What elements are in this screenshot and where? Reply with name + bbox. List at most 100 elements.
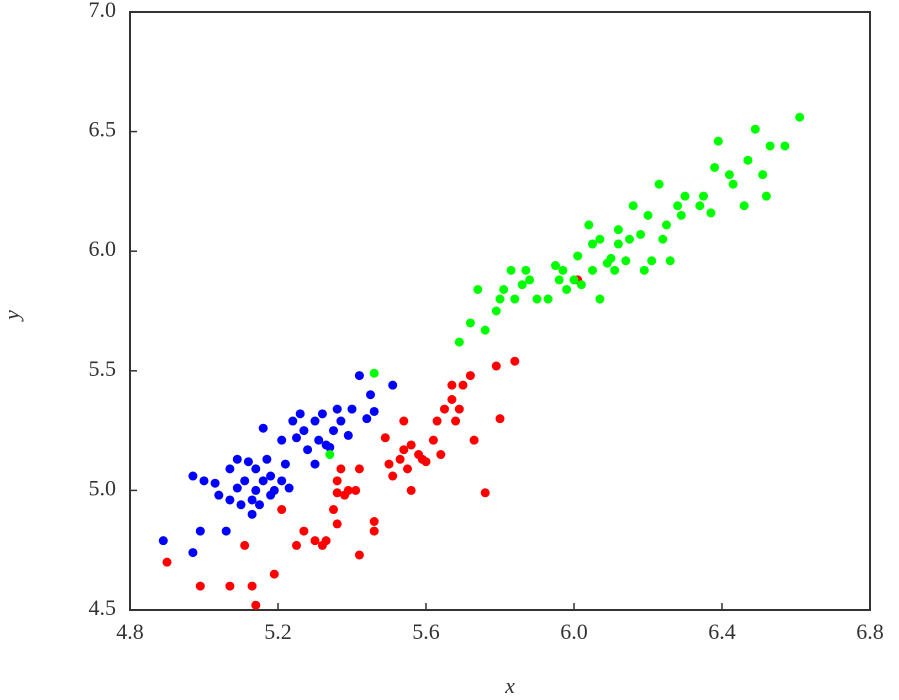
x-tick-label: 6.4 xyxy=(708,619,736,644)
point xyxy=(636,229,646,239)
x-tick-label: 6.8 xyxy=(856,619,884,644)
point xyxy=(369,526,379,536)
y-tick-label: 6.5 xyxy=(89,117,117,142)
point xyxy=(195,581,205,591)
point xyxy=(739,201,749,211)
point xyxy=(743,155,753,165)
point xyxy=(295,409,305,419)
point xyxy=(332,404,342,414)
point xyxy=(188,471,198,481)
x-tick-label: 5.2 xyxy=(264,619,292,644)
point xyxy=(621,256,631,266)
y-tick-label: 4.5 xyxy=(89,595,117,620)
point xyxy=(647,256,657,266)
point xyxy=(258,423,268,433)
point xyxy=(447,380,457,390)
point xyxy=(491,306,501,316)
point xyxy=(491,361,501,371)
point xyxy=(284,483,294,493)
y-tick-label: 5.5 xyxy=(89,356,117,381)
point xyxy=(225,581,235,591)
point xyxy=(310,459,320,469)
y-tick-label: 7.0 xyxy=(89,0,117,22)
point xyxy=(280,459,290,469)
point xyxy=(310,416,320,426)
point xyxy=(588,265,597,275)
point xyxy=(380,433,390,443)
point xyxy=(240,476,250,486)
point xyxy=(277,505,287,515)
y-axis-title: y xyxy=(0,310,24,322)
point xyxy=(343,430,353,440)
point xyxy=(347,404,357,414)
point xyxy=(551,261,560,271)
point xyxy=(354,464,364,474)
point xyxy=(362,414,372,424)
point xyxy=(665,256,675,266)
point xyxy=(421,457,431,467)
point xyxy=(654,179,664,189)
point xyxy=(255,500,264,510)
point xyxy=(643,210,653,220)
point xyxy=(232,454,242,464)
point xyxy=(310,536,320,546)
point xyxy=(406,485,416,495)
x-axis-title: x xyxy=(504,673,515,698)
point xyxy=(388,471,398,481)
point xyxy=(625,234,634,244)
point xyxy=(710,162,720,172)
point xyxy=(366,390,375,400)
point xyxy=(388,380,398,390)
point xyxy=(158,536,168,546)
x-tick-label: 4.8 xyxy=(116,619,144,644)
point xyxy=(480,325,490,335)
point xyxy=(695,201,705,211)
point xyxy=(595,294,605,304)
point xyxy=(251,600,261,610)
point xyxy=(247,581,257,591)
point xyxy=(432,416,442,426)
point xyxy=(458,380,468,390)
point xyxy=(506,265,516,275)
y-tick-label: 5.0 xyxy=(89,475,117,500)
point xyxy=(332,519,342,529)
point xyxy=(454,337,464,347)
point xyxy=(728,179,738,189)
point xyxy=(251,485,261,495)
point xyxy=(269,569,279,579)
point xyxy=(351,485,361,495)
x-tick-label: 5.6 xyxy=(412,619,440,644)
point xyxy=(369,368,379,378)
point xyxy=(399,416,409,426)
point xyxy=(277,476,287,486)
point xyxy=(584,220,594,230)
point xyxy=(369,516,379,526)
point xyxy=(495,294,505,304)
point xyxy=(288,416,298,426)
point xyxy=(676,210,686,220)
point xyxy=(225,495,235,505)
point xyxy=(247,509,257,519)
point xyxy=(232,483,242,493)
point xyxy=(699,191,708,201)
point xyxy=(403,464,412,474)
point xyxy=(606,253,616,263)
point xyxy=(780,141,790,151)
point xyxy=(332,488,342,498)
point xyxy=(188,548,198,558)
point xyxy=(299,526,309,536)
point xyxy=(554,275,564,285)
point xyxy=(558,265,568,275)
point xyxy=(299,426,309,436)
y-tick-label: 6.0 xyxy=(89,236,117,261)
point xyxy=(613,239,623,249)
point xyxy=(447,395,457,405)
point xyxy=(795,112,805,122)
point xyxy=(384,459,394,469)
point xyxy=(336,464,346,474)
point xyxy=(317,409,327,419)
point xyxy=(576,280,586,290)
point xyxy=(277,435,287,445)
